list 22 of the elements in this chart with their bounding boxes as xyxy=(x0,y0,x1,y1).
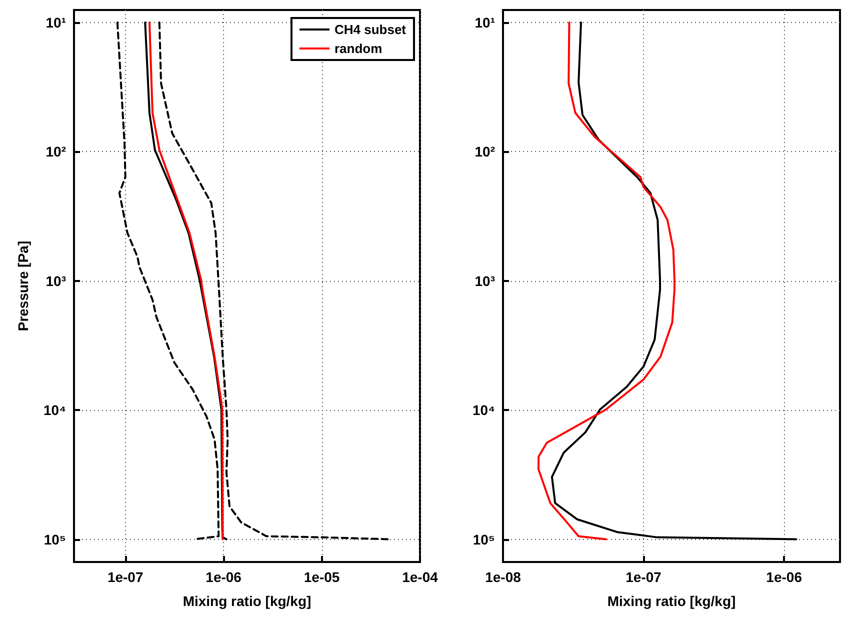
y-tick-label: 10⁵ xyxy=(44,531,66,548)
y-tick-label: 10¹ xyxy=(46,14,66,31)
x-tick-label: 1e-05 xyxy=(304,569,340,585)
x-tick-label: 1e-07 xyxy=(626,569,662,585)
y-tick-label: 10² xyxy=(474,144,496,160)
y-tick-label: 10⁴ xyxy=(472,402,496,418)
y-tick-label: 10¹ xyxy=(474,14,496,31)
x-tick-label: 1e-08 xyxy=(485,569,522,585)
x-axis-title: Mixing ratio [kg/kg] xyxy=(607,593,736,609)
legend-label: random xyxy=(334,41,382,56)
x-tick-label: 1e-04 xyxy=(402,569,438,585)
y-tick-label: 10³ xyxy=(46,272,66,289)
y-tick-label: 10³ xyxy=(474,272,496,289)
y-axis-title: Pressure [Pa] xyxy=(15,240,31,332)
y-tick-label: 10⁵ xyxy=(472,531,495,548)
x-tick-label: 1e-06 xyxy=(206,569,242,585)
x-tick-label: 1e-06 xyxy=(766,569,802,585)
x-tick-label: 1e-07 xyxy=(107,569,144,585)
y-tick-label: 10⁴ xyxy=(44,402,66,418)
y-tick-label: 10² xyxy=(46,144,66,160)
x-axis-title: Mixing ratio [kg/kg] xyxy=(182,593,312,609)
legend-label: CH4 subset xyxy=(334,22,407,37)
